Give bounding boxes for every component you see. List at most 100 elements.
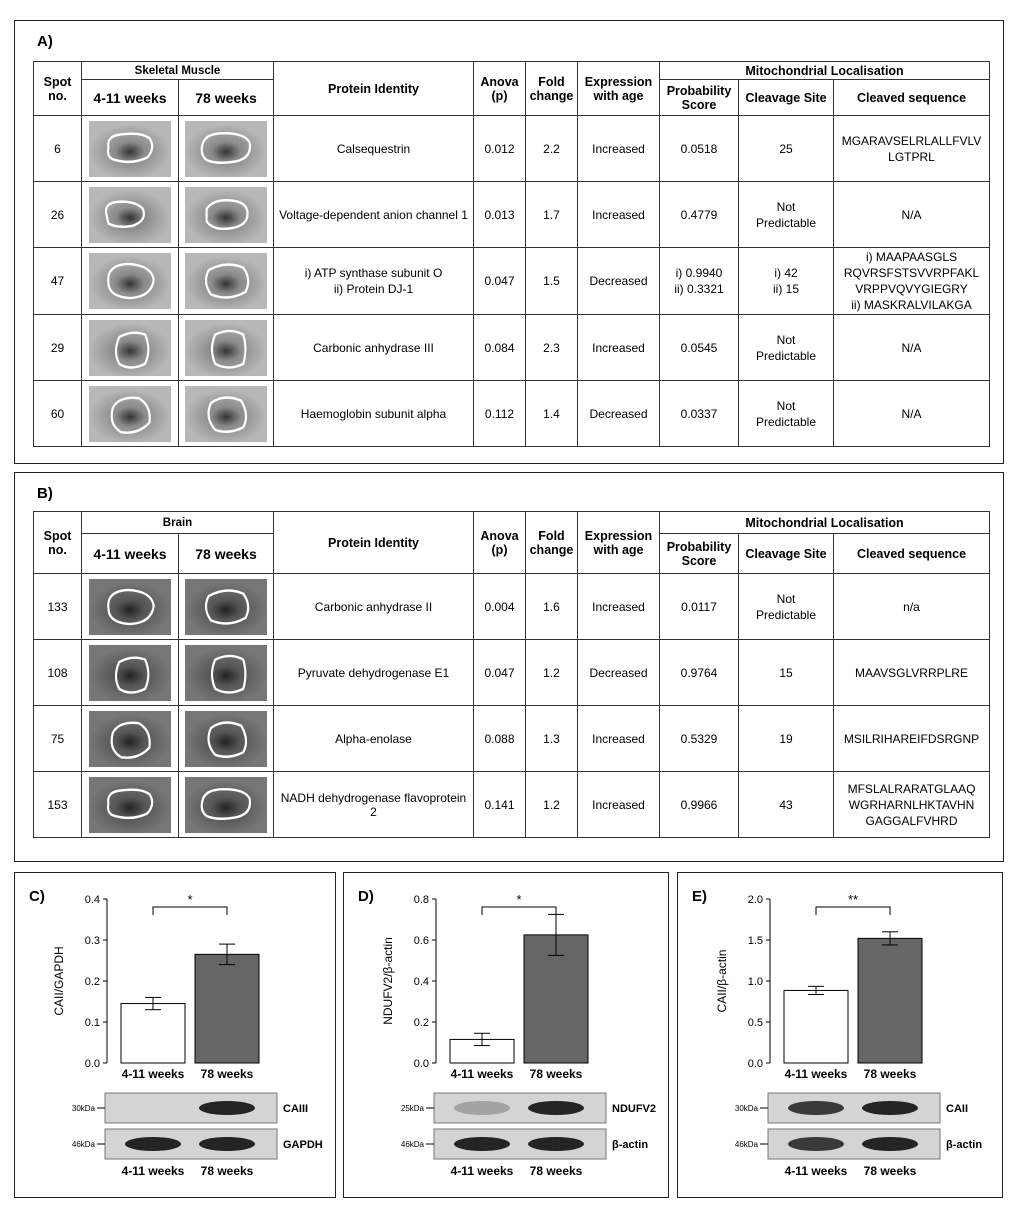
significance-bracket <box>815 906 891 915</box>
gel-svg <box>89 776 171 833</box>
cell: 43 <box>738 771 834 838</box>
cell: 1.2 <box>525 639 578 706</box>
panel-label: C) <box>29 888 45 905</box>
spot-outline <box>114 655 150 694</box>
cell-text: 0.0518 <box>680 141 718 156</box>
cell: MAAVSGLVRRPLRE <box>832 639 991 706</box>
spot-outline <box>210 654 247 694</box>
cell-text: 0.112 <box>484 406 515 421</box>
cell-text: 108 <box>47 665 68 680</box>
cell-text: Haemoglobin subunit alpha <box>300 406 447 421</box>
cell: Increased <box>577 115 660 182</box>
y-axis-label: CAII/β-actin <box>715 950 729 1013</box>
cell-text: 0.088 <box>484 731 515 746</box>
cell-text: N/A <box>901 340 922 355</box>
cell: 15 <box>738 639 834 706</box>
cell-text: Increased <box>592 340 645 355</box>
gel-cell <box>178 705 274 772</box>
significance: * <box>187 892 192 907</box>
cell-line: Predictable <box>755 348 817 363</box>
x-tick-label: 78 weeks <box>201 1067 254 1081</box>
band <box>528 1137 584 1151</box>
gel-cell <box>81 115 179 182</box>
x-tick-label: 78 weeks <box>530 1067 583 1081</box>
cell: i) 42 ii) 15 <box>738 247 834 315</box>
cell-line: Not <box>776 332 796 347</box>
significance: ** <box>848 892 858 907</box>
gel-svg <box>185 120 267 177</box>
header-cell: Protein Identity <box>273 511 474 574</box>
cell-text: Increased <box>592 599 645 614</box>
cell-text: Decreased <box>589 665 648 680</box>
gel-image <box>89 776 171 833</box>
header-row: 4-11 weeks 78 weeks Probability Score Cleav… <box>34 533 991 574</box>
y-tick-label: 0.3 <box>85 935 100 947</box>
cell-line: Predictable <box>755 215 817 230</box>
x-tick-label: 4-11 weeks <box>122 1067 185 1081</box>
y-tick-label: 0.8 <box>414 894 429 906</box>
cell: Haemoglobin subunit alpha <box>273 380 474 447</box>
band <box>454 1137 510 1151</box>
header-row: Spot no. Brain Protein Identity Anova (p) Fo… <box>33 511 991 574</box>
band <box>454 1101 510 1115</box>
panel-e: E) 0.0 0.5 1.0 1.5 2.0 CAII/β-actin 4-11 weeks 4… <box>677 872 1003 1198</box>
band <box>862 1137 918 1151</box>
spot-outline <box>207 395 248 433</box>
cell-text: 2.3 <box>543 340 560 355</box>
cell: Increased <box>577 771 660 838</box>
cell: 0.012 <box>473 115 526 182</box>
gel-cell <box>178 247 274 315</box>
panel-label: E) <box>692 888 707 905</box>
cell: 0.9764 <box>659 639 739 706</box>
error-bar <box>882 931 898 946</box>
gel-bg <box>185 253 267 309</box>
gel-image <box>185 186 267 243</box>
cell: 1.4 <box>525 380 578 447</box>
cell-text: 6 <box>54 141 61 156</box>
cell: 0.047 <box>473 639 526 706</box>
header-cell: Expression with age <box>577 61 660 116</box>
header-cell: 4-11 weeks <box>81 533 179 574</box>
blot-label: NDUFV2 <box>612 1103 656 1115</box>
cell-text: 2.2 <box>543 141 560 156</box>
gel-svg <box>89 578 171 635</box>
cell-text: 0.4779 <box>680 207 718 222</box>
bar <box>120 1003 186 1064</box>
cell-line: Predictable <box>755 607 817 622</box>
cell: Pyruvate dehydrogenase E1 <box>273 639 474 706</box>
cell-text: Increased <box>592 797 645 812</box>
significance: * <box>516 892 521 907</box>
cell-text: Voltage-dependent anion channel 1 <box>279 207 468 222</box>
gel-svg <box>89 186 171 243</box>
gel-image <box>185 710 267 767</box>
y-axis-label: NDUFV2/β-actin <box>381 937 395 1025</box>
cell: 25 <box>738 115 834 182</box>
band <box>788 1137 844 1151</box>
gel-image <box>185 385 267 442</box>
header-cell: Brain <box>81 511 274 534</box>
band <box>862 1101 918 1115</box>
significance-bracket <box>152 906 228 915</box>
cell: i) 0.9940 ii) 0.3321 <box>659 247 739 315</box>
cell: 0.0337 <box>659 380 739 447</box>
cell: 0.141 <box>473 771 526 838</box>
cell-line: WGRHARNLHKTAVHN <box>848 797 975 812</box>
gel-cell <box>81 705 179 772</box>
cell-line: LGTPRL <box>888 149 935 164</box>
cell-text: 0.9966 <box>680 797 718 812</box>
cell-text: 60 <box>50 406 65 421</box>
y-tick-label: 0.2 <box>414 1017 429 1029</box>
gel-cell <box>178 181 274 248</box>
cell-text: 0.047 <box>484 274 515 288</box>
error-bar <box>808 985 824 996</box>
gel-cell <box>178 380 274 447</box>
protein-table: Spot no. Brain Protein Identity Anova (p) Fo… <box>33 511 991 838</box>
cell: N/A <box>832 181 991 248</box>
protein-table: Spot no. Skeletal Muscle Protein Identity A… <box>33 61 991 447</box>
cell: 2.2 <box>525 115 578 182</box>
header-cell: Mitochondrial Localisation <box>658 511 991 534</box>
cell: 0.084 <box>473 314 526 381</box>
header-row: Spot no. Skeletal Muscle Protein Identity A… <box>33 61 991 116</box>
blot-lane-label: 4-11 weeks <box>451 1164 514 1178</box>
